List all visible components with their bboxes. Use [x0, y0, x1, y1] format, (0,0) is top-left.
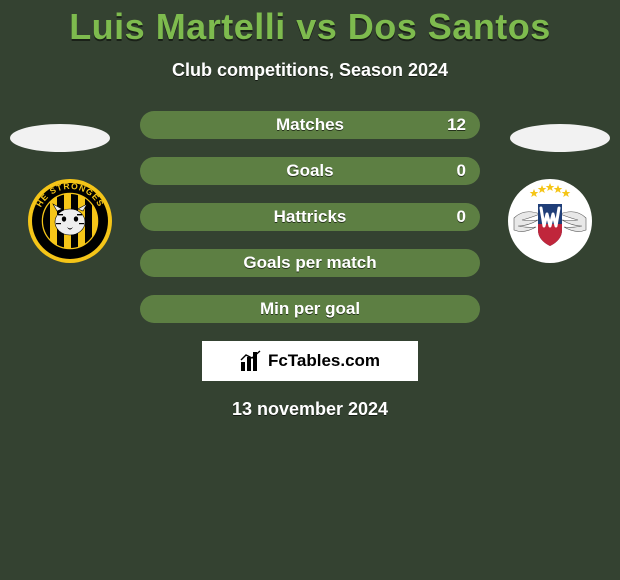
club-badge-wilstermann: [500, 178, 600, 264]
brand-box[interactable]: FcTables.com: [202, 341, 418, 381]
stat-value-right: 0: [457, 161, 466, 181]
stat-value-right: 0: [457, 207, 466, 227]
stat-label: Goals per match: [243, 253, 376, 273]
player-photo-left-placeholder: [10, 124, 110, 152]
bars-icon: [240, 350, 262, 372]
club-badge-the-strongest: HE STRONGES: [20, 178, 120, 264]
brand-text: FcTables.com: [268, 351, 380, 371]
page-subtitle: Club competitions, Season 2024: [0, 60, 620, 81]
stat-pill-goals-per-match: Goals per match: [140, 249, 480, 277]
stat-value-right: 12: [447, 115, 466, 135]
stat-label: Hattricks: [274, 207, 347, 227]
page-title: Luis Martelli vs Dos Santos: [0, 0, 620, 48]
stat-pill-hattricks: Hattricks 0: [140, 203, 480, 231]
comparison-card: Luis Martelli vs Dos Santos Club competi…: [0, 0, 620, 580]
stat-pill-min-per-goal: Min per goal: [140, 295, 480, 323]
player-photo-right-placeholder: [510, 124, 610, 152]
stat-pill-matches: Matches 12: [140, 111, 480, 139]
stat-label: Matches: [276, 115, 344, 135]
stat-label: Goals: [286, 161, 333, 181]
stat-pill-goals: Goals 0: [140, 157, 480, 185]
stat-label: Min per goal: [260, 299, 360, 319]
generated-date: 13 november 2024: [0, 399, 620, 420]
